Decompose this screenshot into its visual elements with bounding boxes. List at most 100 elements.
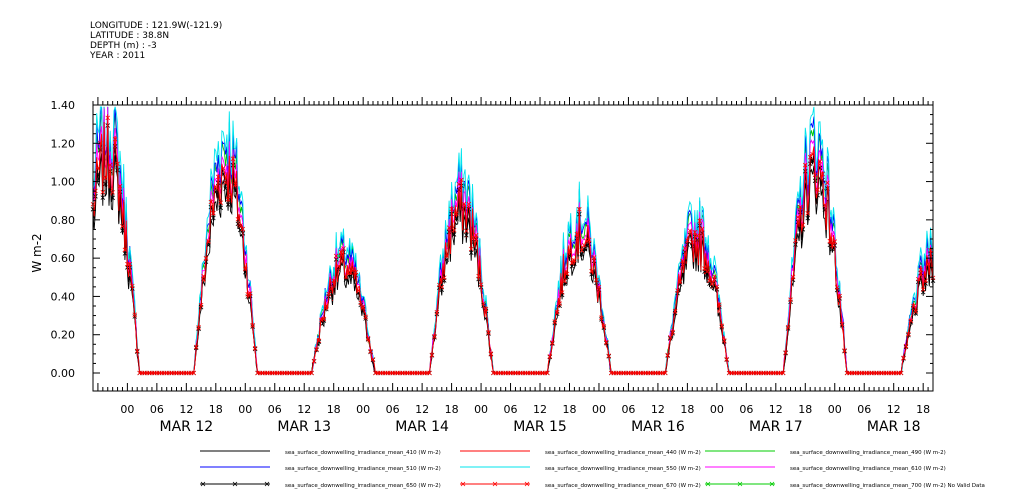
latitude-label: LATITUDE : 38.8N [90, 31, 170, 41]
series-marker [476, 273, 481, 279]
series-marker [788, 297, 793, 302]
series-marker [810, 151, 815, 157]
series-marker [825, 180, 830, 186]
series-marker [130, 283, 135, 289]
series-marker [822, 202, 828, 208]
x-hour-label: 12 [651, 403, 665, 416]
series-marker [328, 286, 334, 292]
series-marker [100, 195, 106, 200]
x-hour-label: 00 [828, 403, 842, 416]
series-marker [704, 269, 710, 274]
series-marker [903, 343, 909, 349]
legend-label: sea_surface_downwelling_irradiance_mean_… [545, 450, 701, 456]
legend-marker [524, 481, 530, 487]
series-marker [589, 268, 594, 274]
x-hour-label: 06 [268, 403, 282, 416]
series-marker [842, 348, 847, 353]
series-marker [338, 249, 344, 255]
legend-label: sea_surface_downwelling_irradiance_mean_… [790, 450, 946, 456]
legend-label: sea_surface_downwelling_irradiance_mean_… [285, 483, 441, 489]
y-tick-label: 1.40 [51, 99, 76, 112]
series-marker [795, 214, 801, 220]
series-marker [923, 278, 928, 284]
y-tick-label: 0.80 [51, 214, 76, 227]
depth-label: DEPTH (m) : -3 [90, 41, 157, 51]
series-marker [110, 190, 115, 195]
series-marker [459, 177, 464, 183]
series-marker [662, 370, 668, 376]
x-hour-label: 06 [504, 403, 518, 416]
series-marker [793, 238, 798, 243]
series-marker [682, 246, 688, 251]
series-marker [812, 172, 818, 178]
legend-label: sea_surface_downwelling_irradiance_mean_… [790, 483, 985, 489]
series-marker [599, 315, 604, 320]
series-marker [667, 336, 673, 341]
series-marker [117, 183, 123, 189]
x-hour-label: 18 [445, 403, 459, 416]
y-tick-label: 0.20 [51, 329, 76, 342]
series-marker [721, 338, 727, 343]
plot-border [92, 104, 934, 392]
series-marker [233, 182, 238, 187]
series-marker [925, 261, 931, 267]
series-marker [115, 161, 120, 167]
series-marker [324, 304, 329, 310]
series-marker [95, 166, 101, 171]
y-tick-label: 0.60 [51, 252, 76, 265]
longitude-label: LONGITUDE : 121.9W(-121.9) [90, 21, 223, 31]
series-marker [468, 246, 474, 252]
x-hour-label: 06 [386, 403, 400, 416]
series-marker [223, 186, 228, 191]
series-marker [690, 239, 695, 245]
series-marker [331, 278, 336, 283]
series-marker [545, 370, 550, 376]
x-day-label: MAR 15 [513, 419, 567, 435]
series-marker [839, 321, 845, 327]
series-marker [820, 171, 825, 177]
series-marker [557, 301, 562, 306]
series-marker [483, 306, 489, 312]
series-marker [719, 323, 725, 329]
series-marker [321, 316, 327, 322]
x-day-label: MAR 16 [631, 419, 685, 435]
series-marker [817, 159, 823, 164]
y-tick-label: 0.00 [51, 367, 76, 380]
series-marker [355, 288, 361, 293]
series-marker [834, 285, 840, 290]
series-marker [667, 335, 673, 340]
series-marker [100, 189, 106, 195]
series-marker [444, 257, 449, 262]
x-day-label: MAR 14 [395, 419, 449, 435]
series-marker [697, 218, 702, 224]
series-marker [220, 165, 226, 171]
series-marker [134, 348, 140, 354]
series-marker [564, 271, 570, 277]
legend-marker [769, 481, 775, 487]
series-marker [572, 257, 577, 263]
series-marker [785, 324, 791, 330]
series-marker [574, 231, 580, 237]
series-marker [228, 192, 233, 198]
series-marker [680, 258, 685, 264]
series-marker [780, 370, 786, 376]
series-marker [120, 228, 125, 234]
series-marker [449, 206, 454, 212]
series-marker [798, 204, 803, 210]
series-marker [454, 216, 459, 221]
series-marker [333, 253, 339, 259]
series-marker [807, 154, 813, 160]
series-marker [326, 291, 332, 297]
plot-frame [92, 104, 934, 392]
x-hour-label: 00 [710, 403, 724, 416]
series-marker [341, 246, 346, 251]
series-marker [451, 232, 457, 237]
series-marker [456, 181, 462, 187]
series-marker [309, 370, 314, 376]
series-marker [107, 162, 113, 168]
series-marker [908, 318, 914, 324]
x-hour-label: 00 [238, 403, 252, 416]
series-marker [363, 314, 368, 320]
series-marker [920, 287, 926, 292]
series-marker [348, 270, 354, 275]
